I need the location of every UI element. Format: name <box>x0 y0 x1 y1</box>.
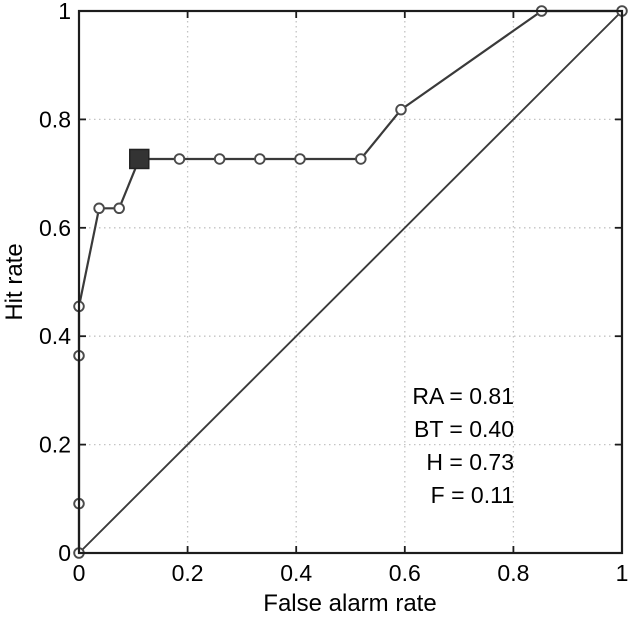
y-tick-label-0.2: 0.2 <box>39 432 71 458</box>
chart-graphics-layer: 0 0.2 0.4 0.6 0.8 1 0 0.2 0.4 0.6 0.8 1 <box>39 0 628 586</box>
x-tick-label-0.6: 0.6 <box>389 560 421 586</box>
annotation-line-ra: RA = 0.81 <box>412 383 514 409</box>
y-tick-label-0.4: 0.4 <box>39 323 71 349</box>
y-tick-label-0.6: 0.6 <box>39 215 71 241</box>
y-tick-label-1: 1 <box>58 0 71 24</box>
x-tick-label-1: 1 <box>616 560 629 586</box>
x-tick-label-0.8: 0.8 <box>497 560 529 586</box>
roc-point-marker-7 <box>173 153 186 165</box>
annotation-line-bt: BT = 0.40 <box>414 416 514 442</box>
roc-point-marker-9 <box>254 153 266 165</box>
x-tick-label-0: 0 <box>73 560 86 586</box>
y-axis-label: Hit rate <box>1 243 28 320</box>
roc-point-marker-8 <box>213 153 226 165</box>
chart-text-layer: False alarm rate Hit rate RA = 0.81 BT =… <box>1 243 514 617</box>
x-tick-label-0.2: 0.2 <box>172 560 204 586</box>
chance-diagonal-line <box>78 10 623 554</box>
axis-box <box>77 9 624 555</box>
roc-point-marker-11 <box>355 153 367 165</box>
y-tick-label-0: 0 <box>58 540 71 566</box>
roc-point-marker-10 <box>294 153 306 165</box>
x-axis-label: False alarm rate <box>263 590 436 617</box>
annotation-line-h: H = 0.73 <box>426 449 514 475</box>
operating-point-square-marker <box>129 148 150 170</box>
y-tick-label-0.8: 0.8 <box>39 106 71 132</box>
roc-point-marker-12 <box>395 103 407 116</box>
roc-point-marker-4 <box>93 202 105 215</box>
roc-point-marker-5 <box>113 202 125 215</box>
x-tick-label-0.4: 0.4 <box>280 560 312 586</box>
annotation-line-f: F = 0.11 <box>431 482 514 508</box>
